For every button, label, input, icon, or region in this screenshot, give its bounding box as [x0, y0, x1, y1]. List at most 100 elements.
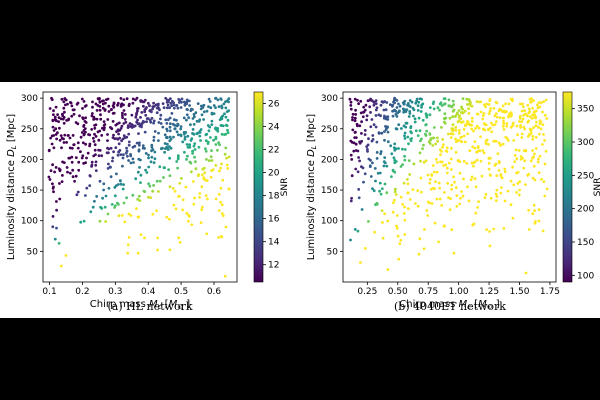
scatter-point [439, 153, 442, 157]
scatter-point [121, 111, 124, 115]
y-tick-label: 100 [321, 217, 338, 227]
scatter-point [474, 211, 478, 215]
scatter-point [380, 187, 384, 191]
scatter-point [152, 139, 156, 142]
scatter-point [534, 135, 538, 139]
scatter-point [527, 208, 531, 212]
scatter-point [349, 199, 353, 203]
x-label-part: c [158, 303, 162, 311]
scatter-point [106, 97, 110, 101]
scatter-point [489, 196, 493, 200]
scatter-point [226, 167, 230, 170]
scatter-point [168, 135, 172, 139]
scatter-point [511, 99, 514, 103]
scatter-point [454, 150, 458, 154]
scatter-point [204, 133, 208, 137]
scatter-point [100, 154, 104, 158]
scatter-point [383, 138, 386, 142]
colorbar-tick-label: 350 [577, 105, 594, 115]
scatter-point [162, 176, 165, 179]
scatter-point [526, 103, 530, 107]
scatter-point [371, 134, 375, 137]
scatter-point [185, 98, 189, 102]
scatter-point [55, 200, 58, 203]
scatter-point [156, 103, 160, 107]
scatter-point [526, 173, 529, 177]
scatter-point [146, 101, 150, 105]
scatter-point [202, 110, 206, 114]
scatter-point [166, 100, 170, 103]
scatter-point [76, 146, 80, 150]
scatter-point [58, 138, 62, 142]
scatter-point [509, 114, 513, 118]
scatter-point [71, 168, 75, 172]
scatter-point [145, 171, 149, 174]
scatter-point [182, 116, 186, 120]
scatter-point [185, 113, 189, 117]
scatter-point [97, 138, 101, 142]
scatter-point [428, 113, 432, 117]
scatter-point [438, 186, 442, 190]
y-tick-label: 50 [27, 247, 39, 257]
scatter-point [516, 170, 520, 174]
scatter-point [502, 116, 505, 120]
scatter-point [453, 180, 456, 184]
scatter-point [151, 212, 155, 216]
scatter-point [98, 100, 102, 104]
scatter-point [91, 100, 94, 104]
scatter-point [367, 137, 370, 141]
colorbar-tick-label: 250 [577, 171, 594, 181]
scatter-point [359, 99, 363, 103]
scatter-point [60, 146, 63, 150]
scatter-point [165, 215, 169, 219]
scatter-point [148, 118, 152, 122]
scatter-point [479, 110, 483, 114]
scatter-point [115, 172, 118, 176]
scatter-point [210, 112, 214, 116]
scatter-point [206, 142, 210, 145]
scatter-point [221, 214, 225, 218]
scatter-point [529, 129, 533, 133]
scatter-point [394, 109, 398, 113]
scatter-point [372, 103, 376, 107]
scatter-point [443, 97, 447, 100]
scatter-point [192, 132, 196, 136]
scatter-point [190, 223, 194, 227]
scatter-point [139, 181, 142, 184]
scatter-point [465, 162, 469, 165]
scatter-point [463, 140, 467, 144]
scatter-point [80, 156, 84, 160]
scatter-point [180, 97, 184, 101]
scatter-point [361, 115, 365, 119]
scatter-point [353, 228, 357, 231]
scatter-point [122, 153, 125, 157]
x-tick-label: 0.4 [141, 287, 156, 297]
scatter-point [438, 108, 441, 112]
scatter-point [537, 101, 541, 104]
scatter-point [371, 161, 374, 165]
scatter-point [379, 103, 383, 107]
scatter-point [397, 123, 401, 126]
scatter-point [526, 114, 529, 118]
scatter-point [177, 236, 181, 240]
scatter-point [107, 186, 111, 190]
scatter-point [220, 117, 224, 121]
scatter-point [176, 133, 180, 137]
scatter-point [432, 107, 436, 111]
scatter-point [226, 131, 230, 135]
scatter-point [375, 157, 379, 160]
scatter-point [210, 159, 214, 162]
scatter-point [361, 166, 365, 170]
y-tick-label: 250 [321, 125, 338, 135]
scatter-point [441, 138, 445, 141]
scatter-point [107, 151, 110, 155]
scatter-point [515, 124, 519, 128]
y-label-part: D [306, 149, 317, 157]
scatter-point [363, 172, 367, 176]
scatter-point [418, 237, 422, 241]
scatter-point [494, 199, 498, 203]
scatter-point [106, 133, 109, 136]
x-tick-label: 1.50 [509, 287, 529, 297]
scatter-point [135, 113, 138, 117]
scatter-point [541, 110, 544, 114]
